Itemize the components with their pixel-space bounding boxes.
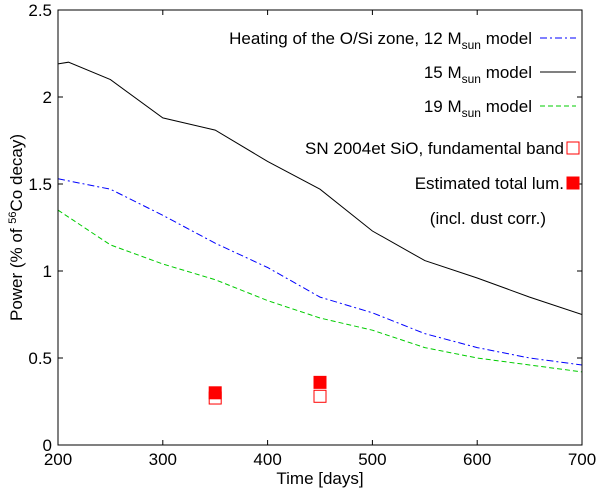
legend-label-2: 19 Msun model [424, 97, 532, 120]
legend-marker-swatch-0 [566, 141, 580, 155]
y-tick-label: 1.5 [28, 175, 52, 194]
x-tick-label: 200 [44, 450, 72, 469]
x-tick-label: 400 [253, 450, 281, 469]
filled-square-marker-0 [208, 386, 222, 400]
y-tick-label: 0.5 [28, 349, 52, 368]
y-axis-label: Power (% of 56Co decay) [7, 134, 26, 321]
series-line-1 [58, 61, 582, 315]
y-tick-label: 2.5 [28, 1, 52, 20]
legend-marker-label-1: Estimated total lum. [415, 174, 564, 193]
legend-label-0: Heating of the O/Si zone, 12 Msun model [229, 29, 532, 52]
legend-annotation: (incl. dust corr.) [430, 209, 546, 228]
x-tick-label: 600 [463, 450, 491, 469]
legend-label-1: 15 Msun model [424, 63, 532, 86]
x-tick-label: 500 [358, 450, 386, 469]
plot-area [58, 61, 582, 373]
x-tick-label: 300 [149, 450, 177, 469]
y-tick-label: 1 [43, 262, 52, 281]
legend-marker-swatch-1 [566, 176, 580, 190]
filled-square-marker-1 [313, 375, 327, 389]
axes-frame [57, 9, 583, 446]
series-line-0 [58, 178, 582, 366]
y-tick-label: 2 [43, 88, 52, 107]
y-tick-label: 0 [43, 436, 52, 455]
open-square-marker-1 [313, 389, 327, 403]
x-tick-label: 700 [568, 450, 596, 469]
x-axis-label: Time [days] [276, 469, 363, 488]
legend-marker-label-0: SN 2004et SiO, fundamental band [305, 139, 564, 158]
series-line-2 [58, 209, 582, 373]
